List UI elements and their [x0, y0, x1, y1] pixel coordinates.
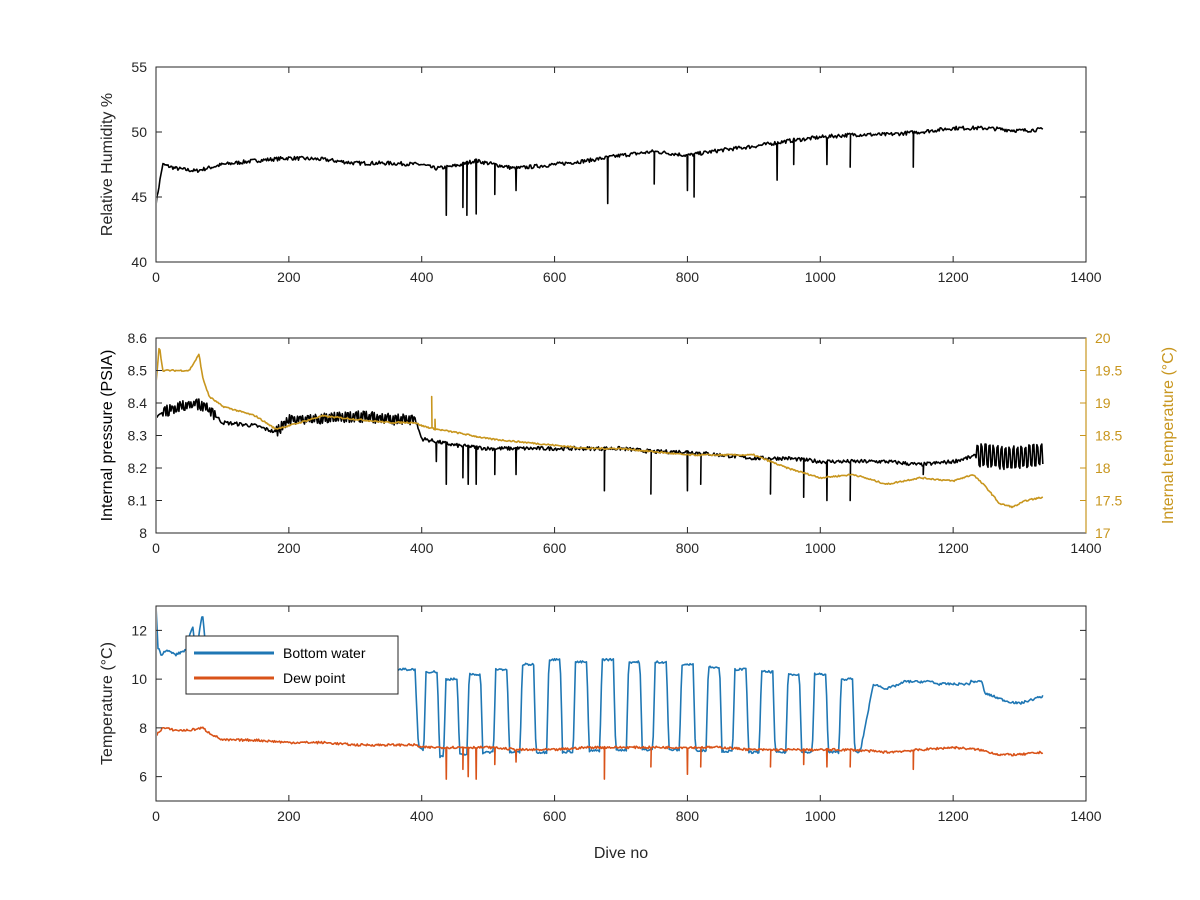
x-tick-label: 0: [152, 808, 160, 824]
y-right-axis-label: Internal temperature (°C): [1160, 347, 1177, 524]
y-tick-label: 55: [131, 59, 147, 75]
y-right-tick-label: 18: [1095, 460, 1111, 476]
y-axis-label: Temperature (°C): [99, 642, 116, 765]
x-tick-label: 800: [676, 540, 700, 556]
x-axis-label: Dive no: [594, 845, 648, 862]
x-tick-label: 1200: [938, 808, 969, 824]
y-tick-label: 10: [131, 671, 147, 687]
plot-frame: [155, 66, 1087, 263]
y-tick-label: 50: [131, 124, 147, 140]
y-right-tick-label: 17.5: [1095, 493, 1122, 509]
x-tick-label: 600: [543, 540, 567, 556]
x-tick-label: 0: [152, 269, 160, 285]
series-line-internal-pressure: [157, 398, 1044, 502]
x-tick-label: 200: [277, 269, 301, 285]
y-right-tick-label: 17: [1095, 525, 1111, 541]
y-tick-label: 8.4: [128, 395, 148, 411]
x-tick-label: 1400: [1070, 269, 1101, 285]
y-tick-label: 40: [131, 254, 147, 270]
x-tick-label: 600: [543, 808, 567, 824]
x-tick-label: 1000: [805, 540, 836, 556]
x-tick-label: 400: [410, 269, 434, 285]
x-tick-label: 800: [676, 808, 700, 824]
x-tick-label: 1000: [805, 808, 836, 824]
x-tick-label: 600: [543, 269, 567, 285]
x-tick-label: 400: [410, 540, 434, 556]
y-axis-label: Relative Humidity %: [99, 93, 116, 236]
series-line-internal-temperature: [157, 347, 1044, 509]
humidity-panel: 0 200 400 600 800 1000 1200 1400 40 45 50 55 Relativ…: [99, 59, 1102, 285]
series-line-dew-point: [157, 726, 1044, 780]
x-tick-label: 1400: [1070, 808, 1101, 824]
y-right-tick-label: 19: [1095, 395, 1111, 411]
y-tick-label: 8.6: [128, 330, 148, 346]
pressure-temperature-panel: 0 200 400 600 800 1000 1200 1400 8 8.1 8.2 8.3 8.4 8.…: [99, 330, 1177, 556]
legend-entry: Dew point: [283, 670, 345, 686]
y-tick-label: 8.2: [128, 460, 148, 476]
x-tick-label: 200: [277, 540, 301, 556]
y-tick-label: 8.3: [128, 428, 148, 444]
y-tick-label: 12: [131, 622, 147, 638]
x-tick-label: 0: [152, 540, 160, 556]
x-tick-label: 1200: [938, 540, 969, 556]
series-line-relative-humidity: [157, 125, 1044, 216]
x-tick-label: 1000: [805, 269, 836, 285]
y-right-tick-label: 19.5: [1095, 363, 1122, 379]
x-tick-label: 1400: [1070, 540, 1101, 556]
y-right-tick-label: 20: [1095, 330, 1111, 346]
x-tick-label: 800: [676, 269, 700, 285]
y-tick-label: 8: [139, 525, 147, 541]
y-tick-label: 6: [139, 769, 147, 785]
y-tick-label: 45: [131, 189, 147, 205]
x-tick-label: 200: [277, 808, 301, 824]
y-tick-label: 8.1: [128, 493, 148, 509]
y-tick-label: 8: [139, 720, 147, 736]
legend-entry: Bottom water: [283, 645, 366, 661]
temperature-panel: 0 200 400 600 800 1000 1200 1400 6 8 10 12 Temperatu…: [99, 605, 1102, 824]
y-tick-label: 8.5: [128, 363, 148, 379]
plot-frame: [155, 337, 1087, 534]
x-tick-label: 400: [410, 808, 434, 824]
x-tick-label: 1200: [938, 269, 969, 285]
y-right-tick-label: 18.5: [1095, 428, 1122, 444]
plot-frame: [155, 605, 1087, 802]
legend-box: [185, 635, 399, 695]
y-axis-label: Internal pressure (PSIA): [99, 350, 116, 522]
